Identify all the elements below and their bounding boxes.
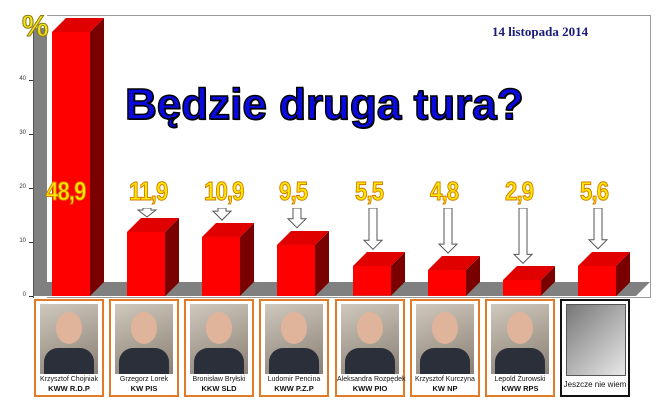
candidate-name: Ludomir Pencina bbox=[267, 376, 321, 383]
down-arrow-icon bbox=[286, 208, 308, 229]
candidate-photo bbox=[190, 304, 248, 374]
y-tick-mark bbox=[29, 188, 33, 189]
chart-left-wall bbox=[33, 28, 48, 296]
bar-shape bbox=[503, 266, 555, 296]
bar bbox=[503, 266, 555, 296]
candidate-photo bbox=[265, 304, 323, 374]
candidate-card: Ludomir Pencina KWW P.Z.P bbox=[259, 299, 329, 397]
down-arrow-icon bbox=[211, 208, 233, 221]
bar-shape bbox=[202, 223, 254, 296]
candidate-photo bbox=[491, 304, 549, 374]
bar-shape bbox=[277, 230, 329, 296]
bar-shape bbox=[353, 252, 405, 296]
placeholder-photo bbox=[566, 304, 626, 376]
chart-title: Będzie druga tura? bbox=[124, 79, 524, 130]
chart-date: 14 listopada 2014 bbox=[492, 24, 589, 39]
candidate-name: Krzysztof Kurczyna bbox=[415, 376, 475, 383]
bar bbox=[202, 223, 254, 296]
candidate-party: KKW SLD bbox=[201, 384, 237, 393]
candidate-card: Lepold Żurowski KWW RPS bbox=[485, 299, 555, 397]
bar-shape bbox=[52, 17, 104, 296]
bar-value-label: 5,6 bbox=[580, 176, 610, 207]
candidate-party: KWW RPS bbox=[501, 384, 539, 393]
bar bbox=[127, 217, 179, 296]
y-axis bbox=[33, 28, 34, 298]
y-tick-label: 40 bbox=[19, 76, 26, 82]
down-arrow-icon bbox=[512, 208, 534, 265]
candidate-card: Grzegorz Lorek KW PIS bbox=[109, 299, 179, 397]
y-tick-label: 10 bbox=[19, 238, 26, 244]
down-arrow-icon bbox=[136, 208, 158, 218]
bar-value-label: 4,8 bbox=[430, 176, 460, 207]
bar-value-label: 48,9 bbox=[46, 176, 87, 207]
candidate-name: Krzysztof Chojniak bbox=[40, 376, 98, 383]
y-tick-mark bbox=[29, 134, 33, 135]
candidate-photo bbox=[40, 304, 98, 374]
bar bbox=[428, 256, 480, 296]
bar bbox=[578, 251, 630, 296]
y-tick-label: 0 bbox=[22, 292, 26, 298]
y-tick-label: 20 bbox=[19, 184, 26, 190]
candidate-photo bbox=[341, 304, 399, 374]
candidate-card: Aleksandra Rozpędek KWW PIO bbox=[335, 299, 406, 397]
y-tick-mark bbox=[29, 296, 33, 297]
y-tick-label: 30 bbox=[19, 130, 26, 136]
bar-shape bbox=[578, 251, 630, 296]
percent-icon: % bbox=[22, 10, 50, 44]
candidate-party: KW PIS bbox=[130, 384, 158, 393]
chart-floor bbox=[33, 282, 650, 296]
bar-value-label: 9,5 bbox=[279, 176, 309, 207]
y-tick-mark bbox=[29, 80, 33, 81]
down-arrow-icon bbox=[587, 208, 609, 250]
candidate-name: Jeszcze nie wiem bbox=[563, 380, 627, 389]
down-arrow-icon bbox=[362, 208, 384, 251]
candidate-name: Aleksandra Rozpędek bbox=[337, 376, 406, 383]
candidate-name: Bronisław Bryłski bbox=[192, 376, 246, 383]
candidate-party: KWW PIO bbox=[352, 384, 388, 393]
bar-shape bbox=[127, 217, 179, 296]
candidate-party: KWW R.D.P bbox=[48, 384, 90, 393]
bar-value-label: 10,9 bbox=[204, 176, 245, 207]
candidate-card: Krzysztof Kurczyna KW NP bbox=[410, 299, 480, 397]
candidate-party: KW NP bbox=[432, 384, 458, 393]
candidate-card: Jeszcze nie wiem bbox=[560, 299, 630, 397]
bar-value-label: 5,5 bbox=[355, 176, 385, 207]
bar bbox=[353, 252, 405, 296]
bar-value-label: 2,9 bbox=[505, 176, 535, 207]
candidate-name: Lepold Żurowski bbox=[494, 376, 546, 383]
bar bbox=[52, 17, 104, 296]
bar-shape bbox=[428, 256, 480, 296]
candidate-card: Bronisław Bryłski KKW SLD bbox=[184, 299, 254, 397]
y-tick-mark bbox=[29, 242, 33, 243]
candidate-photo bbox=[416, 304, 474, 374]
candidate-name: Grzegorz Lorek bbox=[119, 376, 169, 383]
candidate-card: Krzysztof Chojniak KWW R.D.P bbox=[34, 299, 104, 397]
candidate-photo bbox=[115, 304, 173, 374]
bar-value-label: 11,9 bbox=[129, 176, 169, 207]
down-arrow-icon bbox=[437, 208, 459, 254]
candidate-party: KWW P.Z.P bbox=[274, 384, 314, 393]
bar bbox=[277, 230, 329, 296]
